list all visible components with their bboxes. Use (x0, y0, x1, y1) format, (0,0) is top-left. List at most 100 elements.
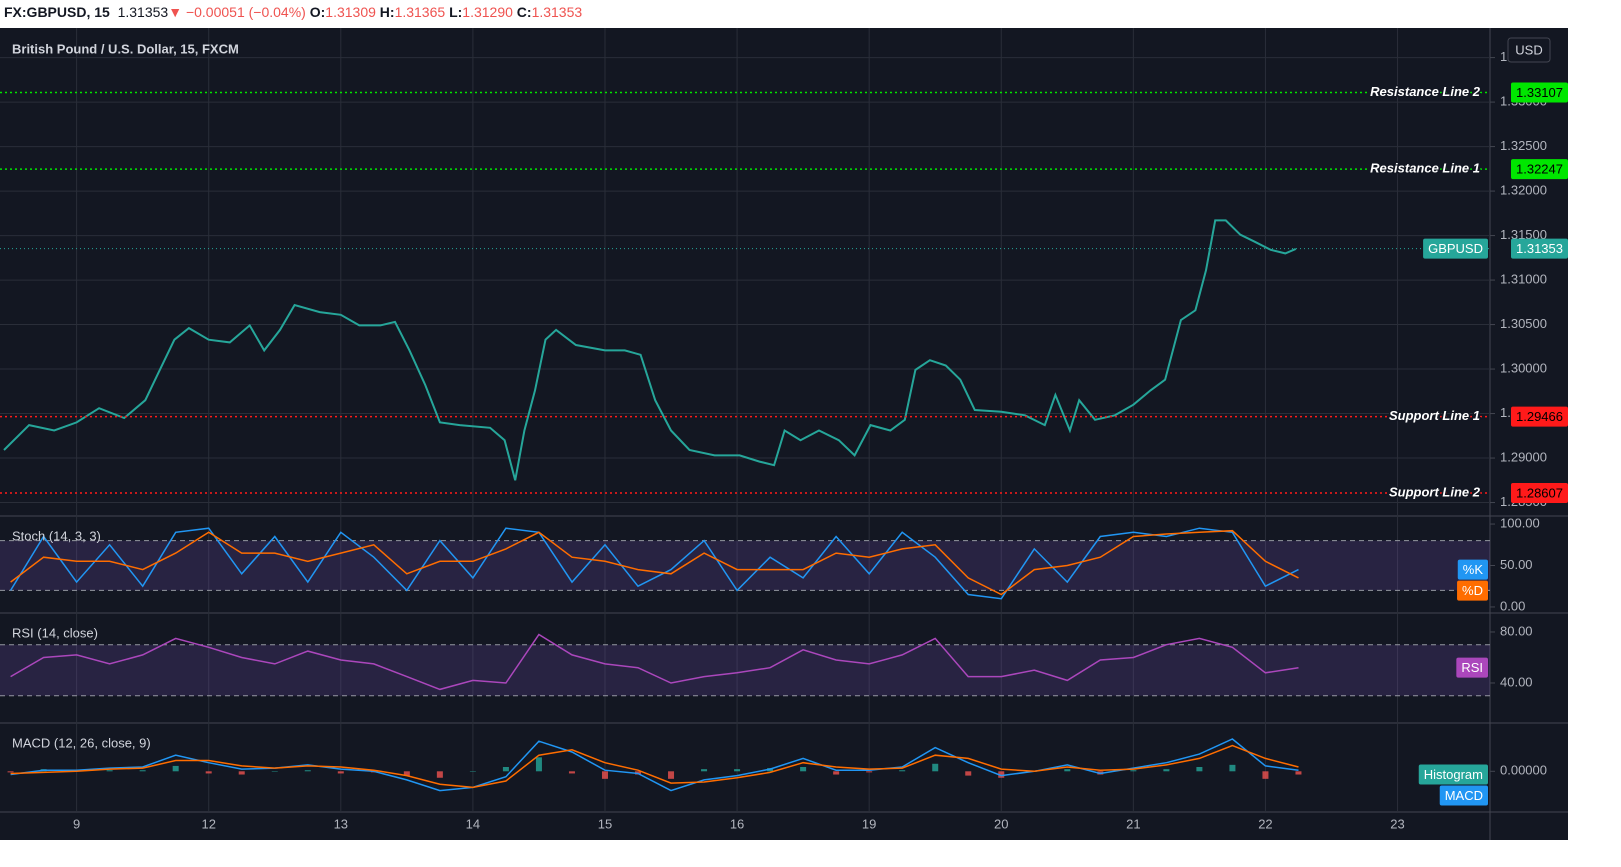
open-value: 1.31309 (325, 4, 376, 20)
low-value: 1.31290 (462, 4, 513, 20)
legend-tag: Histogram (1424, 767, 1483, 782)
level-price-tag: 1.32247 (1516, 162, 1563, 177)
x-tick-label: 9 (73, 816, 80, 831)
histogram-bar (238, 771, 245, 775)
last-price-tag: 1.31353 (1516, 241, 1563, 256)
low-label: L: (449, 4, 463, 20)
histogram-bar (601, 771, 608, 779)
histogram-bar (932, 763, 939, 772)
overlays: 9121314151619202122231.285001.290001.295… (12, 37, 1568, 831)
last-price-tag-bg (1511, 238, 1568, 259)
grid (0, 28, 1495, 812)
series-name-tag-bg (1423, 238, 1488, 259)
legend-tag: MACD (1445, 788, 1483, 803)
legend-tag-bg (1418, 764, 1488, 785)
series-line (10, 633, 1299, 691)
histogram-bar (139, 770, 146, 772)
histogram-bar (304, 770, 311, 772)
y-tick-label: 1.31000 (1500, 272, 1547, 287)
legend-tag-bg (1456, 657, 1488, 678)
close-label: C: (516, 4, 532, 20)
histogram-bar (106, 770, 113, 772)
series-line (10, 744, 1299, 789)
y-tick-label: 1.32000 (1500, 183, 1547, 198)
histogram-bar (172, 765, 179, 772)
level-label: Resistance Line 1 (1370, 161, 1480, 176)
histogram-bar (7, 771, 14, 773)
down-arrow: ▼ (168, 4, 183, 20)
histogram-bar (568, 771, 575, 774)
histogram-bar (965, 771, 972, 776)
histogram-bar (436, 771, 443, 778)
histogram-bar (800, 767, 807, 772)
y-tick-label: 1.29000 (1500, 449, 1547, 464)
histogram-bar (403, 771, 410, 776)
level-price-tag-bg (1511, 82, 1568, 103)
pane-title: British Pound / U.S. Dollar, 15, FXCM (12, 41, 239, 56)
y-tick-label: 1.31500 (1500, 227, 1547, 242)
y-tick-label: 1.32500 (1500, 138, 1547, 153)
y-tick-label: 40.00 (1500, 674, 1533, 689)
histogram-bar (1196, 767, 1203, 772)
x-tick-label: 13 (334, 816, 348, 831)
price-change: −0.00051 (−0.04%) (185, 4, 306, 20)
series-name-tag: GBPUSD (1428, 241, 1483, 256)
level-label: Support Line 1 (1389, 408, 1480, 423)
x-tick-label: 20 (994, 816, 1008, 831)
symbol: FX:GBPUSD, 15 (4, 4, 110, 20)
histogram-bar (337, 771, 344, 774)
currency-button[interactable]: USD (1507, 37, 1551, 63)
series-line (3, 219, 1297, 481)
pane-title: MACD (12, 26, close, 9) (12, 735, 151, 750)
legend-tag: %D (1462, 583, 1483, 598)
histogram-bar (668, 771, 675, 779)
histogram-bar (833, 771, 840, 775)
x-tick-label: 23 (1390, 816, 1404, 831)
legend-tag-bg (1457, 559, 1488, 580)
histogram-bar (899, 770, 906, 772)
pane-title: RSI (14, close) (12, 625, 98, 640)
x-tick-label: 22 (1258, 816, 1272, 831)
histogram-bar (535, 757, 542, 772)
legend-tag-bg (1457, 580, 1488, 601)
high-value: 1.31365 (394, 4, 446, 20)
level-price-tag-bg (1511, 159, 1568, 180)
y-tick-label: 0.00 (1500, 598, 1525, 613)
histogram-bar (1229, 764, 1236, 772)
x-tick-label: 21 (1126, 816, 1140, 831)
level-price-tag-bg (1511, 406, 1568, 427)
histogram-bar (502, 767, 509, 772)
x-tick-label: 12 (201, 816, 215, 831)
x-tick-label: 14 (466, 816, 480, 831)
histogram-bar (998, 771, 1005, 778)
legend-tag-bg (1439, 785, 1488, 806)
y-tick-label: 0.00000 (1500, 763, 1547, 778)
y-tick-label: 1.30500 (1500, 316, 1547, 331)
histogram-bar (469, 771, 476, 772)
histogram-bar (701, 769, 708, 772)
level-price-tag: 1.33107 (1516, 85, 1563, 100)
x-tick-label: 16 (730, 816, 744, 831)
x-tick-label: 19 (862, 816, 876, 831)
histogram-bar (271, 771, 278, 772)
histogram-bar (866, 771, 873, 773)
level-price-tag: 1.29466 (1516, 409, 1563, 424)
histogram-bar (1262, 771, 1269, 779)
x-tick-label: 15 (598, 816, 612, 831)
series-line (9, 527, 1299, 600)
level-label: Support Line 2 (1389, 484, 1481, 499)
pane-title: Stoch (14, 3, 3) (12, 528, 101, 543)
y-tick-label: 80.00 (1500, 623, 1533, 638)
currency-button-label: USD (1515, 42, 1542, 57)
y-tick-label: 1.30000 (1500, 360, 1547, 375)
legend-tag: RSI (1461, 660, 1483, 675)
level-price-tag: 1.28607 (1516, 485, 1563, 500)
level-label: Resistance Line 2 (1370, 84, 1481, 99)
histogram-bar (205, 771, 212, 774)
close-value: 1.31353 (531, 4, 583, 20)
level-price-tag-bg (1511, 483, 1568, 504)
histogram-bar (1064, 769, 1071, 772)
band-fill (0, 644, 1490, 696)
open-label: O: (309, 4, 326, 20)
